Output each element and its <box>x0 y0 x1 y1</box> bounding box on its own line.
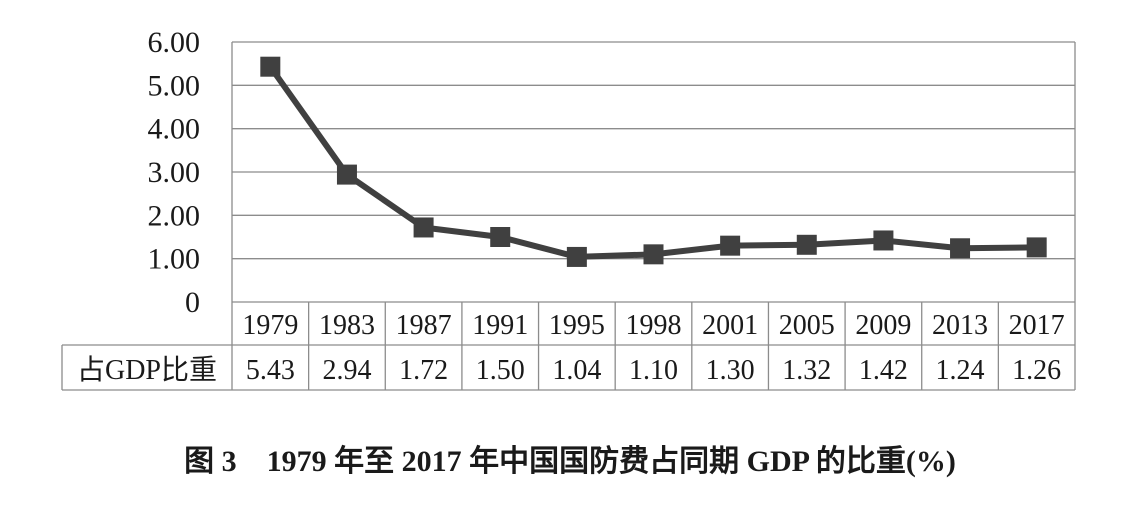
y-tick-label: 4.00 <box>148 113 201 146</box>
data-table-value: 1.26 <box>1012 355 1061 386</box>
data-table-value: 1.10 <box>629 355 678 386</box>
series-line-group <box>260 56 1047 267</box>
data-point-marker <box>1026 237 1047 258</box>
x-tick-label: 2013 <box>932 310 988 341</box>
y-tick-label: 5.00 <box>148 69 201 102</box>
data-table-value: 1.24 <box>936 355 985 386</box>
data-table-value: 1.04 <box>552 355 601 386</box>
x-tick-label: 1979 <box>242 310 298 341</box>
gridlines <box>231 41 1076 390</box>
y-tick-label: 0 <box>185 286 200 319</box>
data-table: 1979 5.43 1983 2.94 1987 1.72 1991 1.50 1995 1.04… <box>61 302 1075 391</box>
x-tick-label: 2005 <box>779 310 835 341</box>
data-point-marker <box>336 164 357 185</box>
y-tick-label: 1.00 <box>148 243 201 276</box>
series-line <box>267 63 1040 260</box>
x-tick-label: 2017 <box>1009 310 1065 341</box>
y-tick-label: 6.00 <box>148 26 201 59</box>
data-point-marker <box>796 234 817 255</box>
data-point-marker <box>490 227 511 247</box>
x-tick-label: 2009 <box>855 310 911 341</box>
data-point-marker <box>873 230 894 251</box>
x-tick-label: 1987 <box>396 310 452 341</box>
x-tick-label: 1991 <box>472 310 528 341</box>
data-point-marker <box>566 246 587 267</box>
data-table-value: 2.94 <box>322 355 371 386</box>
line-chart: 0 1.00 2.00 3.00 4.00 5.00 6.00 1979 5.43 1983 2.… <box>61 26 1076 391</box>
y-tick-label: 3.00 <box>148 156 201 189</box>
data-point-marker <box>643 244 664 265</box>
data-table-value: 5.43 <box>246 355 295 386</box>
data-table-value: 1.72 <box>399 355 448 386</box>
y-tick-label: 2.00 <box>148 199 201 232</box>
data-point-marker <box>950 238 971 259</box>
data-table-value: 1.50 <box>476 355 525 386</box>
x-tick-label: 2001 <box>702 310 758 341</box>
figure-caption: 图 3 1979 年至 2017 年中国国防费占同期 GDP 的比重(%) <box>184 445 956 478</box>
data-point-marker <box>413 217 434 238</box>
data-table-value: 1.30 <box>706 355 755 386</box>
data-table-series-name: 占GDP比重 <box>77 354 217 386</box>
data-point-marker <box>720 235 741 256</box>
x-tick-label: 1983 <box>319 310 375 341</box>
x-tick-label: 1995 <box>549 310 605 341</box>
data-table-value: 1.42 <box>859 355 908 386</box>
data-table-value: 1.32 <box>782 355 831 386</box>
data-point-marker <box>260 56 281 77</box>
x-tick-label: 1998 <box>626 310 682 341</box>
y-axis-tick-labels: 0 1.00 2.00 3.00 4.00 5.00 6.00 <box>148 26 201 319</box>
